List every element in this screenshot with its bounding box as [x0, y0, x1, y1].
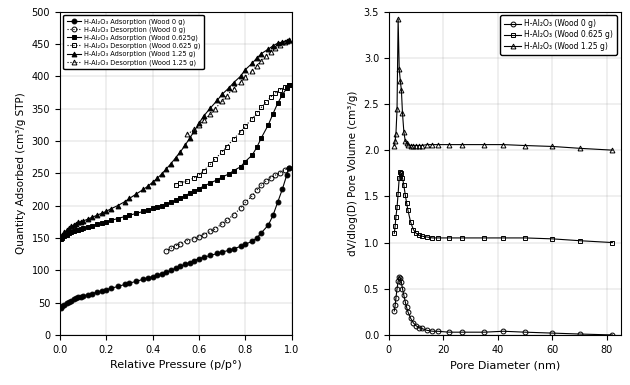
Y-axis label: Quantity Adsorbed (cm³/g STP): Quantity Adsorbed (cm³/g STP)	[16, 92, 26, 254]
H-Al₂O₃ (Wood 0 g)	[393, 286, 401, 291]
H-Al₂O₃ (Wood 0 g)	[459, 330, 466, 335]
H-Al₂O₃ (Wood 1.25 g)	[396, 67, 403, 71]
H-Al₂O₃ (Wood 1.25 g)	[393, 107, 401, 112]
H-Al₂O₃ (Wood 0 g)	[391, 303, 399, 308]
H-Al₂O₃ (Wood 0 g)	[399, 286, 406, 291]
H-Al₂O₃ (Wood 1.25 g)	[396, 79, 404, 83]
H-Al₂O₃ (Wood 0.625 g)	[481, 236, 488, 240]
H-Al₂O₃ (Wood 1.25 g)	[398, 88, 405, 92]
H-Al₂O₃ (Wood 1.25 g)	[399, 111, 406, 116]
H-Al₂O₃ (Wood 1.25 g)	[418, 143, 425, 148]
H-Al₂O₃ (Wood 0 g)	[410, 321, 417, 325]
Legend: H-Al₂O₃ (Wood 0 g), H-Al₂O₃ (Wood 0.625 g), H-Al₂O₃ (Wood 1.25 g): H-Al₂O₃ (Wood 0 g), H-Al₂O₃ (Wood 0.625 …	[500, 15, 617, 55]
H-Al₂O₃ (Wood 1.25 g)	[391, 143, 398, 148]
H-Al₂O₃ (Wood 0.625 g)	[445, 236, 452, 240]
H-Al₂O₃ (Wood 1.25 g)	[415, 143, 423, 148]
H-Al₂O₃ (Wood 1.25 g)	[549, 144, 556, 149]
H-Al₂O₃ (Wood 0.625 g)	[410, 227, 417, 232]
H-Al₂O₃ (Wood 0 g)	[423, 328, 431, 333]
H-Al₂O₃ (Wood 0.625 g)	[404, 208, 412, 213]
H-Al₂O₃ (Wood 0.625 g)	[391, 231, 398, 236]
H-Al₂O₃ (Wood 1.25 g)	[445, 142, 452, 147]
H-Al₂O₃ (Wood 1.25 g)	[391, 139, 399, 143]
H-Al₂O₃ (Wood 0.625 g)	[396, 176, 403, 180]
Line: H-Al₂O₃ (Wood 1.25 g): H-Al₂O₃ (Wood 1.25 g)	[392, 17, 615, 152]
H-Al₂O₃ (Wood 0 g)	[576, 332, 583, 336]
Legend: H-Al₂O₃ Adsorption (Wood 0 g), H-Al₂O₃ Desorption (Wood 0 g), H-Al₂O₃ Adsorption: H-Al₂O₃ Adsorption (Wood 0 g), H-Al₂O₃ D…	[63, 15, 203, 69]
H-Al₂O₃ (Wood 0 g)	[428, 329, 436, 333]
H-Al₂O₃ (Wood 0 g)	[500, 329, 507, 333]
H-Al₂O₃ (Wood 0 g)	[392, 296, 399, 300]
Line: H-Al₂O₃ (Wood 0 g): H-Al₂O₃ (Wood 0 g)	[392, 274, 615, 337]
H-Al₂O₃ (Wood 0 g)	[549, 331, 556, 335]
H-Al₂O₃ (Wood 1.25 g)	[394, 17, 402, 21]
H-Al₂O₃ (Wood 0.625 g)	[459, 236, 466, 240]
H-Al₂O₃ (Wood 1.25 g)	[410, 143, 417, 148]
H-Al₂O₃ (Wood 0 g)	[401, 300, 409, 304]
H-Al₂O₃ (Wood 0.625 g)	[415, 233, 423, 238]
H-Al₂O₃ (Wood 1.25 g)	[576, 146, 583, 151]
H-Al₂O₃ (Wood 1.25 g)	[481, 142, 488, 147]
H-Al₂O₃ (Wood 1.25 g)	[400, 129, 408, 134]
H-Al₂O₃ (Wood 0 g)	[481, 330, 488, 335]
H-Al₂O₃ (Wood 1.25 g)	[522, 143, 529, 148]
H-Al₂O₃ (Wood 0.625 g)	[393, 205, 401, 210]
H-Al₂O₃ (Wood 0.625 g)	[398, 171, 405, 176]
H-Al₂O₃ (Wood 0 g)	[400, 293, 408, 298]
H-Al₂O₃ (Wood 0 g)	[403, 305, 410, 310]
H-Al₂O₃ (Wood 0 g)	[434, 329, 442, 333]
H-Al₂O₃ (Wood 0 g)	[398, 280, 405, 285]
H-Al₂O₃ (Wood 1.25 g)	[412, 143, 420, 148]
H-Al₂O₃ (Wood 0.625 g)	[428, 236, 436, 240]
H-Al₂O₃ (Wood 0.625 g)	[609, 240, 616, 245]
H-Al₂O₃ (Wood 0.625 g)	[396, 170, 404, 175]
H-Al₂O₃ (Wood 1.25 g)	[407, 143, 415, 148]
H-Al₂O₃ (Wood 1.25 g)	[401, 139, 409, 143]
H-Al₂O₃ (Wood 1.25 g)	[428, 142, 436, 147]
H-Al₂O₃ (Wood 0 g)	[391, 309, 398, 313]
H-Al₂O₃ (Wood 0.625 g)	[418, 234, 425, 238]
H-Al₂O₃ (Wood 0.625 g)	[403, 201, 410, 205]
H-Al₂O₃ (Wood 0.625 g)	[407, 220, 415, 224]
H-Al₂O₃ (Wood 0 g)	[609, 333, 616, 337]
H-Al₂O₃ (Wood 0.625 g)	[576, 238, 583, 243]
H-Al₂O₃ (Wood 0.625 g)	[394, 191, 402, 196]
H-Al₂O₃ (Wood 0 g)	[396, 275, 403, 279]
H-Al₂O₃ (Wood 0.625 g)	[391, 224, 399, 228]
H-Al₂O₃ (Wood 0 g)	[404, 310, 412, 314]
H-Al₂O₃ (Wood 0.625 g)	[549, 236, 556, 241]
X-axis label: Pore Diameter (nm): Pore Diameter (nm)	[450, 360, 560, 370]
Line: H-Al₂O₃ (Wood 0.625 g): H-Al₂O₃ (Wood 0.625 g)	[392, 170, 615, 245]
H-Al₂O₃ (Wood 0 g)	[418, 326, 425, 331]
H-Al₂O₃ (Wood 1.25 g)	[609, 148, 616, 152]
H-Al₂O₃ (Wood 0 g)	[396, 275, 404, 280]
H-Al₂O₃ (Wood 1.25 g)	[500, 142, 507, 147]
H-Al₂O₃ (Wood 1.25 g)	[404, 142, 412, 147]
H-Al₂O₃ (Wood 0.625 g)	[392, 214, 399, 219]
H-Al₂O₃ (Wood 1.25 g)	[459, 142, 466, 147]
H-Al₂O₃ (Wood 0.625 g)	[401, 192, 409, 197]
H-Al₂O₃ (Wood 1.25 g)	[392, 131, 399, 136]
H-Al₂O₃ (Wood 1.25 g)	[434, 142, 442, 147]
H-Al₂O₃ (Wood 0.625 g)	[434, 236, 442, 240]
H-Al₂O₃ (Wood 0 g)	[445, 330, 452, 335]
H-Al₂O₃ (Wood 0 g)	[412, 323, 420, 328]
X-axis label: Relative Pressure (p/p°): Relative Pressure (p/p°)	[110, 360, 241, 370]
H-Al₂O₃ (Wood 0.625 g)	[500, 236, 507, 240]
H-Al₂O₃ (Wood 0 g)	[415, 325, 423, 330]
H-Al₂O₃ (Wood 0 g)	[522, 330, 529, 335]
H-Al₂O₃ (Wood 0 g)	[407, 316, 415, 321]
H-Al₂O₃ (Wood 0 g)	[394, 279, 402, 284]
H-Al₂O₃ (Wood 0.625 g)	[412, 231, 420, 236]
Y-axis label: dV/dlog(D) Pore Volume (cm³/g): dV/dlog(D) Pore Volume (cm³/g)	[348, 90, 358, 256]
H-Al₂O₃ (Wood 0.625 g)	[399, 176, 406, 180]
H-Al₂O₃ (Wood 0.625 g)	[522, 236, 529, 240]
H-Al₂O₃ (Wood 0.625 g)	[400, 183, 408, 187]
H-Al₂O₃ (Wood 1.25 g)	[403, 141, 410, 145]
H-Al₂O₃ (Wood 1.25 g)	[423, 142, 431, 147]
H-Al₂O₃ (Wood 0.625 g)	[423, 235, 431, 239]
